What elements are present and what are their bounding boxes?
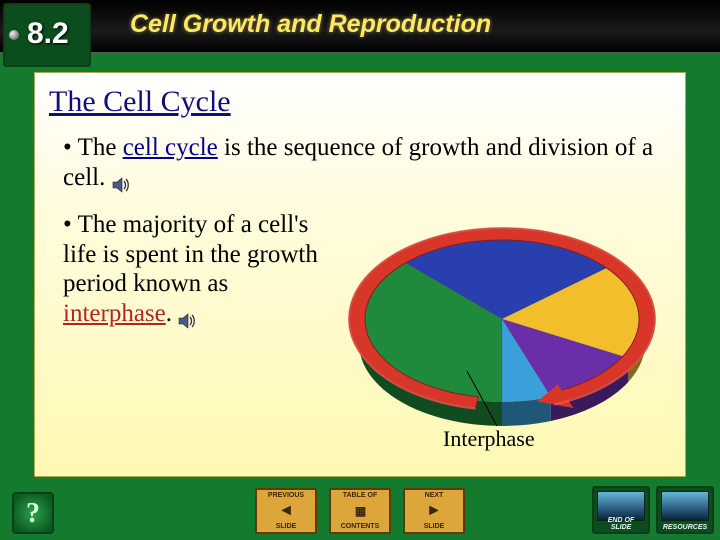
nav-previous[interactable]: PREVIOUS◄SLIDE bbox=[255, 488, 317, 534]
bullet-2-pre: The majority of a cell's life is spent i… bbox=[63, 211, 318, 297]
keyword-interphase: interphase bbox=[63, 300, 166, 327]
pie-svg bbox=[347, 211, 657, 461]
pie-label-interphase: Interphase bbox=[443, 426, 535, 452]
nav-table-of[interactable]: TABLE OF▦CONTENTS bbox=[329, 488, 391, 534]
bullet-2-post: . bbox=[166, 300, 172, 327]
chapter-title: Cell Growth and Reproduction bbox=[130, 10, 491, 39]
right-badges: END OFSLIDERESOURCES bbox=[592, 486, 714, 534]
chapter-badge: 8.2 bbox=[3, 3, 91, 67]
nav-next[interactable]: NEXT►SLIDE bbox=[403, 488, 465, 534]
slide: 8.2 Cell Growth and Reproduction The Cel… bbox=[0, 0, 720, 540]
speaker-icon[interactable] bbox=[112, 171, 132, 187]
keyword-cell-cycle: cell cycle bbox=[123, 134, 218, 161]
bolt-icon bbox=[9, 30, 19, 40]
nav-center: PREVIOUS◄SLIDE TABLE OF▦CONTENTS NEXT►SLID… bbox=[255, 488, 465, 534]
pie-chart: Interphase bbox=[347, 211, 657, 446]
bottom-nav: ? PREVIOUS◄SLIDE TABLE OF▦CONTENTS NEXT►SL… bbox=[0, 482, 720, 538]
chapter-number: 8.2 bbox=[27, 17, 69, 51]
badge-resources[interactable]: RESOURCES bbox=[656, 486, 714, 534]
bullet-2: The majority of a cell's life is spent i… bbox=[63, 210, 343, 328]
help-button[interactable]: ? bbox=[12, 492, 54, 534]
badge-end-of-slide[interactable]: END OFSLIDE bbox=[592, 486, 650, 534]
speaker-icon[interactable] bbox=[178, 307, 198, 323]
slide-heading: The Cell Cycle bbox=[35, 73, 685, 125]
bullet-1: The cell cycle is the sequence of growth… bbox=[63, 133, 665, 192]
bullet-1-pre: The bbox=[78, 134, 123, 161]
content-card: The Cell Cycle The cell cycle is the seq… bbox=[34, 72, 686, 477]
